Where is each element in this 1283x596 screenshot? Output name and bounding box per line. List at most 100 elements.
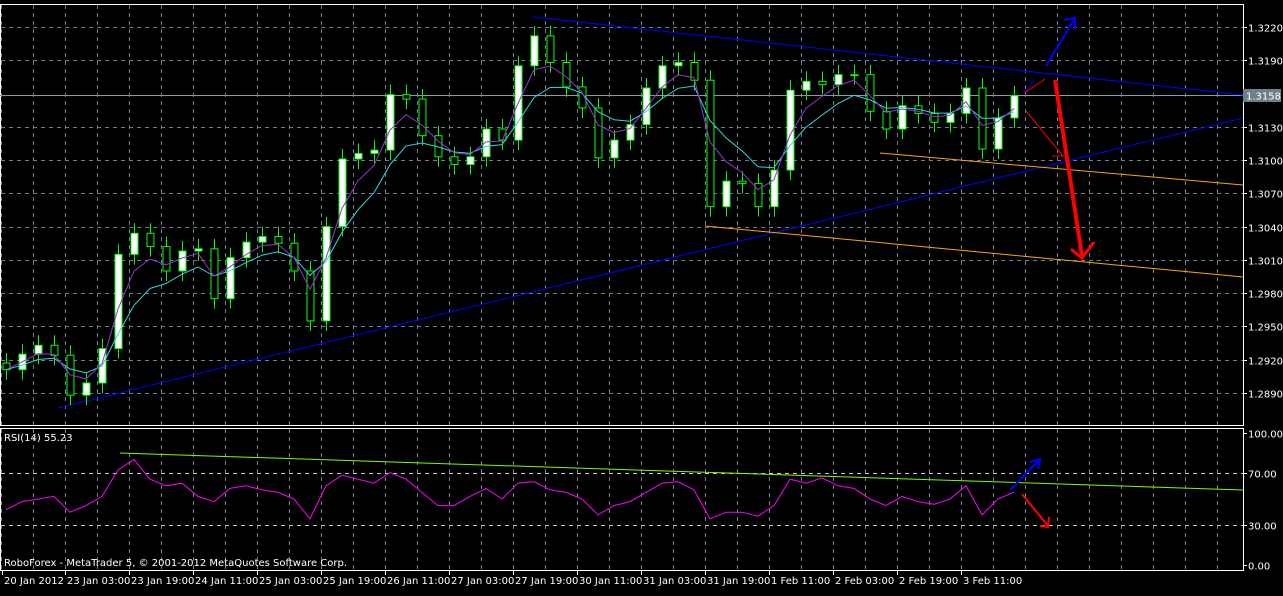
rsi-tick-label: 70.00: [1248, 470, 1277, 481]
candle-body: [642, 87, 651, 126]
candle: [386, 84, 395, 161]
candle: [162, 236, 171, 281]
candle: [258, 226, 267, 253]
candle-body: [658, 65, 667, 89]
candle: [738, 171, 747, 194]
candle: [802, 71, 811, 101]
time-tick-label: 27 Jan 03:00: [451, 576, 514, 587]
candle-body: [226, 257, 235, 300]
time-tick-label: 3 Feb 11:00: [963, 576, 1022, 587]
time-axis: 20 Jan 2012 23 Jan 03:00 23 Jan 19:00 24 Ja…: [2, 571, 1022, 587]
candle: [482, 119, 491, 167]
candle: [690, 52, 699, 91]
candle: [866, 64, 875, 122]
time-tick-label: 2 Feb 19:00: [899, 576, 958, 587]
rsi-line: [5, 458, 1015, 520]
price-label-box: [1243, 89, 1281, 102]
price-tick-label: 1.2980: [1248, 290, 1283, 301]
price-tick-label: 1.3100: [1248, 157, 1283, 168]
candle-body: [306, 270, 315, 322]
current-price-label: 1.3158: [1246, 92, 1281, 103]
candle: [242, 232, 251, 268]
ma-fast-line: [5, 65, 1015, 380]
candle-body: [146, 232, 155, 248]
arrow-down-icon: [1023, 78, 1096, 261]
price-tick-label: 1.3070: [1248, 190, 1283, 201]
price-tick-label: 1.2890: [1248, 390, 1283, 401]
candle-body: [114, 253, 123, 350]
candle-body: [354, 152, 363, 160]
candle: [850, 64, 859, 85]
channel-line-lower[interactable]: [704, 225, 1244, 278]
candle: [882, 101, 891, 140]
candle-body: [194, 248, 203, 252]
candle-body: [754, 182, 763, 208]
candle-body: [946, 113, 955, 123]
price-tick-label: 1.2950: [1248, 323, 1283, 334]
candle: [402, 84, 411, 110]
rsi-arrow-down-icon: [1021, 493, 1050, 529]
candle-body: [370, 149, 379, 154]
rsi-arrow-up-icon: [1009, 457, 1042, 491]
rsi-label: RSI(14) 55.23: [4, 433, 73, 444]
candle: [674, 52, 683, 76]
candle: [962, 78, 971, 124]
candle: [770, 160, 779, 217]
rsi-axis: 100.00 70.00 30.00 0.00: [1243, 430, 1283, 573]
candle: [754, 173, 763, 217]
channel-line-upper[interactable]: [879, 152, 1244, 186]
candle-body: [850, 74, 859, 77]
grid: [1, 5, 1243, 570]
candle: [530, 25, 539, 76]
candle: [946, 103, 955, 133]
price-axis: 1.3220 1.3190 1.3130 1.3100 1.3070 1.3040 1.30…: [1243, 24, 1283, 401]
candle: [834, 64, 843, 95]
candle-body: [482, 128, 491, 158]
candle: [994, 107, 1003, 159]
candle-body: [274, 236, 283, 244]
candle-body: [786, 89, 795, 171]
time-tick-label: 31 Jan 19:00: [707, 576, 770, 587]
candle: [338, 148, 347, 237]
candle: [274, 226, 283, 254]
time-tick-label: 25 Jan 19:00: [323, 576, 386, 587]
candle-body: [450, 156, 459, 166]
time-tick-label: 23 Jan 03:00: [67, 576, 130, 587]
candle-body: [674, 61, 683, 67]
candle: [642, 78, 651, 135]
candle-body: [466, 156, 475, 166]
candle: [898, 95, 907, 140]
candle-body: [834, 74, 843, 86]
resistance-trendline[interactable]: [532, 16, 1244, 96]
candle: [322, 216, 331, 331]
candle-body: [994, 117, 1003, 150]
time-tick-label: 2 Feb 03:00: [835, 576, 894, 587]
candle-body: [530, 35, 539, 67]
candle: [194, 238, 203, 261]
candle-body: [34, 344, 43, 355]
price-tick-label: 1.3130: [1248, 124, 1283, 135]
candle: [786, 80, 795, 181]
time-tick-label: 27 Jan 19:00: [515, 576, 578, 587]
price-tick-label: 1.3040: [1248, 224, 1283, 235]
candle-body: [402, 94, 411, 100]
price-tick-label: 1.3190: [1248, 57, 1283, 68]
candle-body: [546, 35, 555, 63]
candle-body: [1010, 95, 1019, 119]
rsi-tick-label: 0.00: [1248, 562, 1270, 573]
candle: [418, 89, 427, 146]
candle-body: [418, 98, 427, 137]
support-trendline[interactable]: [57, 117, 1244, 409]
candle: [722, 171, 731, 217]
candle: [2, 353, 11, 380]
candle: [354, 143, 363, 169]
candle-body: [738, 180, 747, 184]
candle: [930, 103, 939, 133]
candle: [1010, 85, 1019, 128]
rsi-trendline[interactable]: [119, 452, 1244, 491]
price-tick-label: 1.2920: [1248, 357, 1283, 368]
candle-body: [178, 250, 187, 272]
candle-body: [866, 74, 875, 112]
candle-body: [626, 124, 635, 141]
